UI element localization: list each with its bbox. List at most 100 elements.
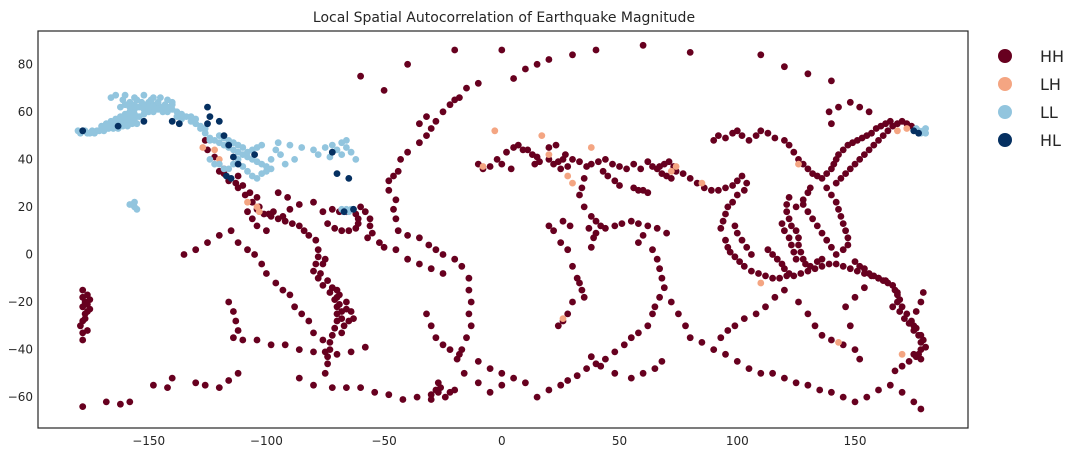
point-HH-395	[639, 369, 647, 377]
point-LH-7	[491, 127, 499, 135]
point-HH-310	[604, 172, 612, 180]
point-LL-100	[244, 167, 251, 175]
point-HH-117	[291, 303, 298, 311]
point-HH-468	[795, 241, 802, 249]
point-HH-579	[192, 246, 200, 254]
point-HH-225	[616, 163, 623, 170]
point-HH-203	[404, 60, 411, 68]
point-LL-126	[347, 148, 355, 156]
point-HH-132	[310, 348, 317, 356]
point-HL-6	[206, 113, 214, 120]
point-HH-245	[738, 172, 746, 180]
point-HH-243	[729, 182, 736, 189]
point-HH-416	[545, 222, 553, 230]
point-HH-357	[635, 329, 642, 337]
point-HH-522	[915, 350, 922, 358]
point-HH-598	[446, 346, 454, 353]
point-HH-227	[630, 160, 638, 168]
point-HH-89	[345, 227, 353, 235]
point-HH-472	[792, 255, 800, 263]
point-LL-122	[328, 141, 336, 149]
point-HH-363	[583, 365, 590, 372]
point-HH-169	[392, 215, 400, 223]
point-HH-530	[743, 243, 751, 251]
point-HH-0	[79, 286, 87, 294]
series-HH	[77, 41, 929, 413]
y-tick-label: 40	[18, 152, 33, 166]
point-HL-15	[251, 151, 258, 159]
x-tick-label: 100	[726, 434, 749, 448]
point-HH-192	[446, 101, 454, 109]
point-HH-483	[828, 191, 835, 199]
point-HH-51	[319, 282, 327, 289]
legend-marker-LL	[998, 105, 1012, 119]
y-tick-label: −40	[8, 343, 33, 357]
point-LL-115	[258, 141, 266, 149]
point-HH-99	[265, 210, 273, 218]
point-HH-129	[267, 341, 275, 349]
point-HH-163	[432, 117, 440, 125]
point-HH-354	[651, 303, 659, 311]
point-HH-597	[439, 341, 447, 349]
point-HH-570	[861, 284, 868, 292]
point-LL-121	[321, 144, 329, 151]
point-HH-577	[215, 232, 223, 239]
point-HH-571	[274, 189, 282, 197]
point-HH-590	[404, 255, 411, 263]
point-HH-201	[380, 87, 388, 94]
point-HH-503	[851, 258, 859, 265]
point-HH-274	[846, 265, 854, 273]
point-HL-18	[345, 175, 353, 182]
point-LL-135	[291, 156, 298, 163]
point-HH-424	[738, 132, 746, 140]
point-HH-558	[781, 286, 788, 294]
point-LL-111	[215, 132, 223, 140]
point-HH-589	[392, 246, 400, 254]
point-HH-82	[328, 205, 336, 213]
point-HH-473	[790, 248, 798, 256]
point-HH-162	[427, 125, 435, 132]
point-HH-45	[312, 236, 320, 244]
point-HH-378	[757, 369, 765, 377]
point-HH-244	[733, 177, 741, 185]
point-HH-379	[769, 369, 776, 377]
point-HH-532	[733, 229, 741, 237]
point-HH-195	[474, 79, 482, 87]
point-HH-387	[863, 393, 871, 401]
point-HH-168	[390, 205, 397, 213]
point-HH-47	[314, 253, 322, 261]
point-HH-399	[587, 353, 595, 361]
legend-label-HL: HL	[1040, 131, 1061, 150]
point-HH-320	[503, 148, 510, 156]
point-LH-8	[538, 132, 546, 140]
point-HH-142	[371, 388, 379, 396]
point-HH-351	[658, 274, 666, 282]
point-HH-438	[818, 175, 826, 182]
point-HH-59	[326, 339, 334, 346]
point-HH-297	[919, 289, 927, 296]
point-HH-27	[234, 369, 242, 377]
point-LL-128	[343, 137, 350, 144]
point-HH-393	[658, 358, 666, 365]
point-HH-121	[319, 336, 327, 344]
point-HH-429	[771, 134, 779, 142]
point-HH-125	[234, 327, 242, 334]
point-HH-515	[896, 308, 904, 315]
point-HH-551	[717, 334, 725, 342]
point-HH-465	[788, 222, 795, 230]
legend-label-LH: LH	[1040, 75, 1061, 94]
point-HH-305	[635, 186, 642, 194]
point-HH-524	[769, 251, 776, 258]
point-HH-6	[77, 322, 84, 330]
point-HL-12	[234, 160, 242, 168]
point-HH-174	[432, 246, 440, 254]
point-HH-386	[851, 398, 859, 406]
point-LH-12	[564, 172, 572, 180]
point-HH-600	[474, 358, 482, 365]
point-HH-207	[639, 41, 647, 49]
point-HH-257	[731, 253, 739, 261]
point-HH-581	[366, 215, 374, 223]
point-HH-133	[321, 348, 329, 356]
point-HH-513	[894, 298, 901, 306]
point-HH-527	[781, 265, 788, 273]
